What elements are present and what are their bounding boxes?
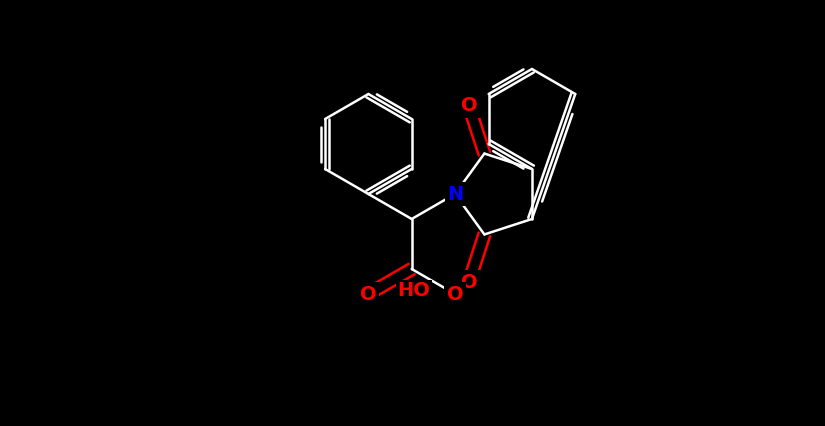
Text: O: O bbox=[360, 285, 377, 303]
Text: HO: HO bbox=[397, 282, 430, 300]
Text: O: O bbox=[446, 285, 464, 303]
Text: O: O bbox=[460, 97, 477, 115]
Text: N: N bbox=[447, 184, 463, 204]
Text: O: O bbox=[460, 273, 477, 291]
